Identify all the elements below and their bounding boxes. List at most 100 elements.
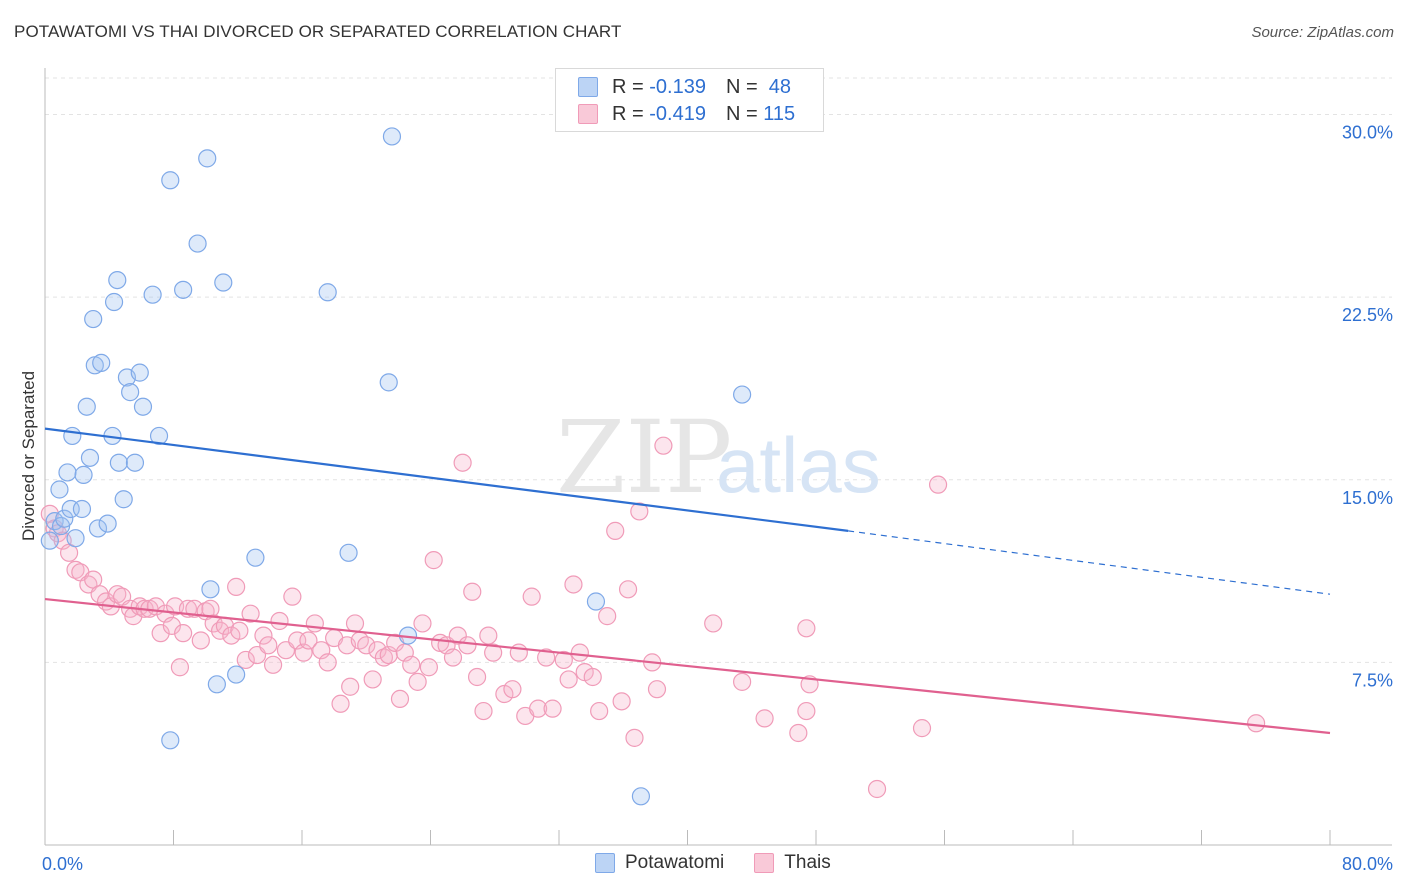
legend-swatch-thais bbox=[754, 853, 775, 873]
chart-title: POTAWATOMI VS THAI DIVORCED OR SEPARATED… bbox=[14, 22, 622, 41]
trend-line-potawatomi bbox=[44, 427, 849, 532]
series-thais bbox=[40, 436, 1266, 799]
watermark: ZIP atlas bbox=[556, 399, 881, 516]
potawatomi-point bbox=[188, 234, 207, 253]
series-potawatomi bbox=[40, 127, 752, 806]
legend-item-thais: Thais bbox=[754, 852, 831, 874]
thais-point bbox=[612, 692, 631, 711]
thais-point bbox=[503, 680, 522, 699]
thais-point bbox=[458, 636, 477, 655]
potawatomi-point bbox=[80, 448, 100, 467]
thais-point bbox=[570, 643, 589, 662]
potawatomi-point bbox=[631, 787, 651, 806]
thais-point bbox=[647, 680, 667, 699]
potawatomi-point bbox=[379, 373, 398, 392]
thais-point bbox=[443, 648, 463, 667]
thais-point bbox=[90, 585, 109, 604]
x-tick-label: 0.0% bbox=[42, 854, 83, 874]
potawatomi-point bbox=[121, 383, 140, 402]
thais-point bbox=[241, 604, 260, 623]
trend-line-potawatomi-projection bbox=[848, 530, 1331, 595]
legend-r-value: -0.419 bbox=[649, 102, 706, 125]
axis-labels: 7.5% 15.0% 22.5% 30.0% 0.0% 80.0% Divorced or … bbox=[19, 123, 1393, 874]
thais-point bbox=[509, 643, 528, 662]
y-tick-label: 7.5% bbox=[1352, 670, 1393, 690]
thais-point bbox=[704, 614, 723, 633]
potawatomi-point bbox=[733, 385, 752, 404]
thais-point bbox=[174, 624, 193, 643]
watermark-atlas: atlas bbox=[716, 421, 881, 509]
potawatomi-point bbox=[109, 453, 128, 472]
thais-point bbox=[402, 655, 421, 674]
legend-r-label: R = bbox=[612, 102, 644, 125]
gridlines bbox=[45, 77, 1392, 663]
legend-swatch-thais bbox=[578, 104, 598, 124]
thais-point bbox=[797, 619, 816, 638]
thais-point bbox=[363, 670, 382, 689]
thais-point bbox=[151, 624, 170, 643]
thais-point bbox=[263, 655, 283, 674]
thais-point bbox=[170, 658, 190, 677]
thais-point bbox=[448, 626, 467, 645]
thais-point bbox=[867, 779, 887, 799]
potawatomi-point bbox=[77, 397, 96, 416]
thais-point bbox=[357, 636, 376, 655]
thais-point bbox=[630, 502, 649, 521]
thais-point bbox=[554, 650, 573, 670]
thais-point bbox=[583, 667, 602, 687]
series-legend: Potawatomi Thais bbox=[595, 852, 861, 874]
thais-point bbox=[204, 614, 223, 633]
thais-point bbox=[227, 577, 246, 596]
potawatomi-point bbox=[143, 285, 162, 304]
thais-point bbox=[1247, 714, 1266, 733]
legend-swatch-potawatomi bbox=[595, 853, 615, 873]
legend-row-potawatomi: R = -0.139 N = 48 bbox=[578, 75, 791, 99]
potawatomi-point bbox=[161, 171, 180, 190]
y-axis-label: Divorced or Separated bbox=[19, 371, 38, 541]
thais-point bbox=[236, 650, 255, 670]
thais-point bbox=[564, 575, 583, 594]
thais-point bbox=[413, 614, 432, 633]
thais-point bbox=[185, 599, 204, 618]
potawatomi-point bbox=[88, 519, 108, 538]
thais-point bbox=[374, 648, 394, 667]
watermark-zip: ZIP bbox=[556, 399, 732, 516]
y-tick-label: 30.0% bbox=[1342, 123, 1393, 143]
thais-point bbox=[789, 723, 808, 743]
thais-point bbox=[928, 475, 948, 494]
y-tick-label: 15.0% bbox=[1342, 488, 1393, 508]
potawatomi-point bbox=[50, 480, 69, 499]
thais-point bbox=[318, 653, 337, 672]
potawatomi-point bbox=[84, 309, 103, 329]
potawatomi-point bbox=[174, 280, 193, 299]
legend-n-value: 115 bbox=[763, 102, 796, 125]
thais-point bbox=[66, 560, 85, 579]
thais-point bbox=[606, 521, 625, 540]
thais-point bbox=[479, 626, 498, 645]
thais-point bbox=[537, 648, 556, 667]
thais-point bbox=[522, 587, 541, 606]
potawatomi-point bbox=[318, 283, 337, 302]
potawatomi-point bbox=[227, 665, 246, 684]
thais-point bbox=[408, 672, 427, 691]
potawatomi-point bbox=[114, 490, 133, 509]
potawatomi-point bbox=[104, 292, 124, 312]
potawatomi-point bbox=[133, 397, 153, 416]
thais-point bbox=[341, 677, 360, 696]
thais-point bbox=[654, 436, 673, 455]
thais-point bbox=[618, 580, 638, 599]
potawatomi-point bbox=[108, 270, 127, 290]
thais-point bbox=[283, 587, 302, 606]
potawatomi-point bbox=[125, 453, 145, 472]
axes bbox=[44, 68, 1392, 846]
stats-legend: R = -0.139 N = 48 R = -0.419 N = 115 bbox=[555, 68, 824, 132]
potawatomi-point bbox=[339, 543, 358, 562]
source-label: Source: ZipAtlas.com bbox=[1251, 24, 1394, 41]
trend-lines bbox=[44, 427, 1331, 735]
thais-point bbox=[625, 728, 644, 747]
thais-point bbox=[453, 453, 472, 472]
thais-point bbox=[797, 701, 816, 721]
legend-row-thais: R = -0.419 N = 115 bbox=[578, 102, 795, 126]
thais-point bbox=[305, 614, 324, 633]
